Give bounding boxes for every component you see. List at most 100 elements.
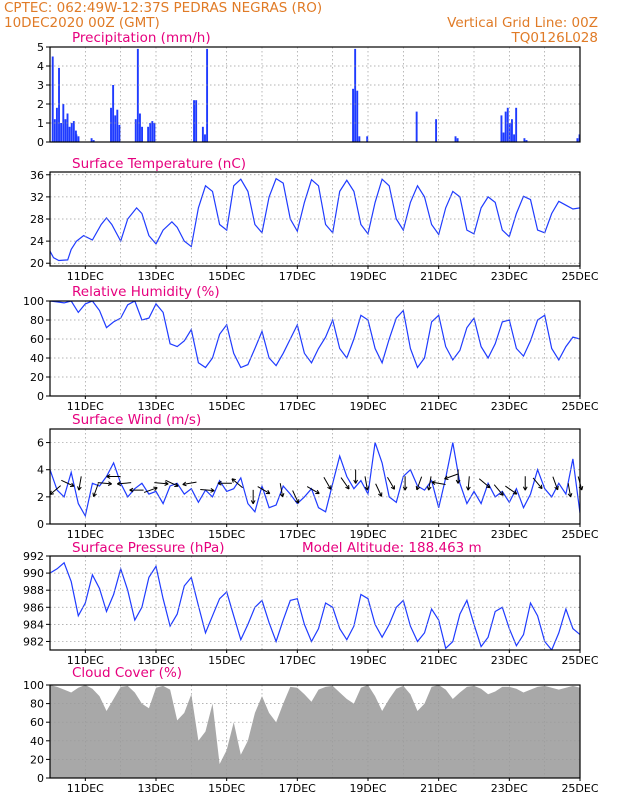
press-series-line <box>50 561 580 650</box>
wind-arrow <box>426 476 432 491</box>
temp-ytick-label: 36 <box>30 169 44 182</box>
precipitation-bar <box>58 67 60 142</box>
rh-series-line <box>50 301 580 369</box>
precipitation-bar <box>576 138 579 142</box>
press-ytick-label: 988 <box>23 584 44 597</box>
temperature-title: Surface Temperature (nC) <box>72 156 246 172</box>
press-ytick-label: 990 <box>23 567 44 580</box>
precipitation-bar <box>147 126 150 142</box>
wind-ytick-label: 0 <box>37 518 44 531</box>
temp-date-label: 13DEC <box>137 270 174 283</box>
precipitation-bar <box>112 85 115 142</box>
precipitation-bar <box>55 107 58 142</box>
wind-arrow <box>49 485 61 496</box>
precip-grid: 0 1 2 3 4 5 <box>37 41 580 149</box>
press-ytick-label: 992 <box>23 550 44 563</box>
press-date-label: 25DEC <box>561 654 598 667</box>
cloud-cover-panel: Cloud Cover (%) 0 20 40 60 80 100 11DEC 13DEC 15… <box>23 665 599 795</box>
wind-date-label: 19DEC <box>349 528 386 541</box>
precipitation-bar <box>139 113 141 142</box>
precipitation-bar <box>511 119 513 142</box>
wind-arrow <box>532 477 543 490</box>
press-ytick-label: 986 <box>23 601 44 614</box>
temp-ytick-label: 28 <box>30 213 44 226</box>
wind-date-label: 13DEC <box>137 528 174 541</box>
press-xaxis: 11DEC 13DEC 15DEC 17DEC 19DEC 21DEC 23DEC 25DEC <box>67 650 599 667</box>
rh-date-label: 15DEC <box>208 400 245 413</box>
press-date-label: 11DEC <box>67 654 104 667</box>
pressure-panel: Surface Pressure (hPa) Model Altitude: 1… <box>23 540 599 667</box>
wind-arrow <box>340 477 350 490</box>
header-model-id: TQ0126L028 <box>510 30 598 46</box>
wind-arrow <box>61 479 75 487</box>
cloud-date-label: 13DEC <box>137 782 174 795</box>
precipitation-bar <box>51 56 54 142</box>
wind-arrow <box>505 485 518 495</box>
rh-grid: 0 20 40 60 80 100 <box>23 295 580 403</box>
cloud-date-label: 15DEC <box>208 782 245 795</box>
wind-arrow <box>306 486 320 495</box>
header-location: CPTEC: 062:49W-12:37S PEDRAS NEGRAS (RO) <box>4 0 322 16</box>
precipitation-bar <box>195 100 198 142</box>
wind-arrow <box>567 483 573 498</box>
precipitation-bar <box>134 119 137 142</box>
press-date-label: 19DEC <box>349 654 386 667</box>
wind-grid: 0 2 4 6 <box>37 429 580 531</box>
wind-arrow <box>165 479 179 487</box>
wind-date-label: 17DEC <box>279 528 316 541</box>
precip-ytick-label: 2 <box>37 98 44 111</box>
precipitation-title: Precipitation (mm/h) <box>72 30 211 46</box>
wind-arrow <box>364 476 370 491</box>
wind-arrows <box>49 469 584 505</box>
wind-arrow <box>478 478 491 489</box>
wind-arrow <box>455 469 461 484</box>
precipitation-bar <box>415 111 418 142</box>
rh-date-label: 13DEC <box>137 400 174 413</box>
wind-arrow <box>493 484 504 496</box>
cloud-date-label: 11DEC <box>67 782 104 795</box>
precipitation-bar <box>500 115 503 142</box>
wind-arrow <box>387 476 395 490</box>
wind-date-label: 11DEC <box>67 528 104 541</box>
temp-data-layer <box>50 177 580 262</box>
rh-data-layer <box>50 301 580 369</box>
precipitation-bar <box>358 136 361 142</box>
cloud-date-label: 25DEC <box>561 782 598 795</box>
precip-ytick-label: 4 <box>37 60 44 73</box>
wind-arrow <box>217 480 232 486</box>
wind-ytick-label: 4 <box>37 464 44 477</box>
press-grid: 982 984 986 988 990 992 <box>23 550 580 650</box>
precipitation-bar <box>77 136 80 142</box>
precipitation-bar <box>118 124 121 142</box>
temp-date-label: 17DEC <box>279 270 316 283</box>
pressure-title: Surface Pressure (hPa) <box>72 540 225 556</box>
precip-ytick-label: 3 <box>37 79 44 92</box>
cloud-xaxis: 11DEC 13DEC 15DEC 17DEC 19DEC 21DEC 23DEC 25DEC <box>67 778 599 795</box>
precipitation-bar <box>64 119 67 142</box>
cloud-ytick-label: 100 <box>23 679 44 692</box>
precipitation-bar <box>136 48 139 142</box>
rh-date-label: 21DEC <box>420 400 457 413</box>
wind-arrow <box>323 476 332 490</box>
rh-ytick-label: 80 <box>30 314 44 327</box>
rh-date-label: 19DEC <box>349 400 386 413</box>
cloud-grid: 0 20 40 60 80 100 <box>23 679 580 785</box>
precipitation-bar <box>356 90 359 142</box>
precipitation-bar <box>110 107 112 142</box>
wind-arrow <box>402 476 408 491</box>
wind-arrow <box>106 474 121 479</box>
precipitation-bar <box>513 134 515 142</box>
precipitation-bar <box>354 48 357 142</box>
wind-arrow <box>129 487 144 493</box>
cloud-ytick-label: 80 <box>30 698 44 711</box>
precipitation-bar <box>92 140 95 142</box>
wind-date-label: 15DEC <box>208 528 245 541</box>
cloud-frame <box>49 684 581 779</box>
precipitation-bar <box>201 126 204 142</box>
precipitation-bar <box>60 123 63 142</box>
temp-date-label: 15DEC <box>208 270 245 283</box>
precip-data-layer <box>51 48 580 142</box>
temp-xaxis: 11DEC 13DEC 15DEC 17DEC 19DEC 21DEC 23DEC 25DEC <box>67 266 599 283</box>
